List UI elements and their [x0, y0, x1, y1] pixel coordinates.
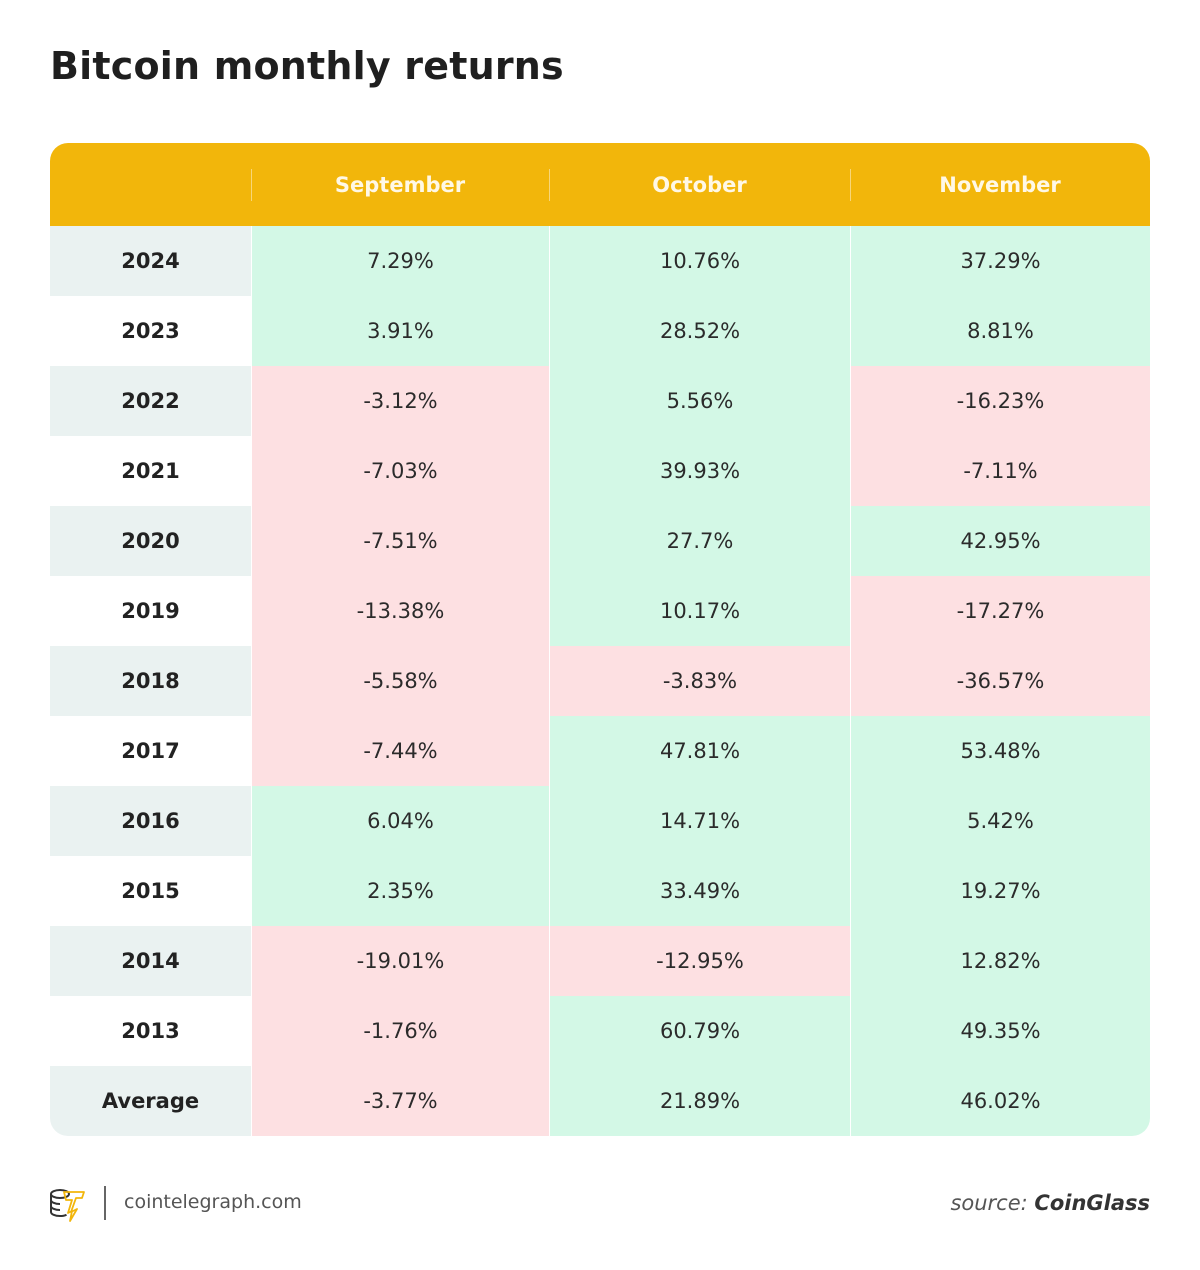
cointelegraph-logo-icon: [48, 1186, 88, 1226]
table-row: 2016 6.04% 14.71% 5.42%: [50, 786, 1150, 856]
footer-divider: [104, 1186, 106, 1220]
value-cell-november: -36.57%: [850, 646, 1150, 716]
source-prefix: source:: [950, 1191, 1028, 1215]
value-cell-october: 10.17%: [549, 576, 850, 646]
table-row: 2018 -5.58% -3.83% -36.57%: [50, 646, 1150, 716]
value-cell-november: 53.48%: [850, 716, 1150, 786]
value-cell-september: -7.44%: [251, 716, 549, 786]
table-row: 2020 -7.51% 27.7% 42.95%: [50, 506, 1150, 576]
row-label: 2021: [50, 436, 251, 506]
table-header: September October November: [50, 143, 1150, 226]
row-label: 2022: [50, 366, 251, 436]
row-label: Average: [50, 1066, 251, 1136]
page-title: Bitcoin monthly returns: [50, 44, 564, 88]
row-label: 2016: [50, 786, 251, 856]
value-cell-november: 42.95%: [850, 506, 1150, 576]
value-cell-october: 28.52%: [549, 296, 850, 366]
site-name: cointelegraph.com: [124, 1191, 302, 1213]
value-cell-october: -12.95%: [549, 926, 850, 996]
value-cell-november: 19.27%: [850, 856, 1150, 926]
table-row: 2015 2.35% 33.49% 19.27%: [50, 856, 1150, 926]
row-label: 2024: [50, 226, 251, 296]
value-cell-november: 49.35%: [850, 996, 1150, 1066]
table-row: 2021 -7.03% 39.93% -7.11%: [50, 436, 1150, 506]
value-cell-october: 21.89%: [549, 1066, 850, 1136]
value-cell-october: 5.56%: [549, 366, 850, 436]
value-cell-september: -3.12%: [251, 366, 549, 436]
header-cell-empty: [50, 143, 251, 226]
value-cell-october: 39.93%: [549, 436, 850, 506]
value-cell-september: 7.29%: [251, 226, 549, 296]
value-cell-november: 8.81%: [850, 296, 1150, 366]
table-row: 2019 -13.38% 10.17% -17.27%: [50, 576, 1150, 646]
source-credit: source: CoinGlass: [950, 1191, 1150, 1215]
header-cell-september: September: [251, 143, 549, 226]
table-row: Average -3.77% 21.89% 46.02%: [50, 1066, 1150, 1136]
header-cell-november: November: [850, 143, 1150, 226]
header-cell-october: October: [549, 143, 850, 226]
value-cell-september: -19.01%: [251, 926, 549, 996]
value-cell-september: -13.38%: [251, 576, 549, 646]
value-cell-october: 60.79%: [549, 996, 850, 1066]
table-row: 2014 -19.01% -12.95% 12.82%: [50, 926, 1150, 996]
value-cell-october: 47.81%: [549, 716, 850, 786]
row-label: 2018: [50, 646, 251, 716]
value-cell-october: 10.76%: [549, 226, 850, 296]
value-cell-september: -7.03%: [251, 436, 549, 506]
value-cell-november: -7.11%: [850, 436, 1150, 506]
value-cell-november: 37.29%: [850, 226, 1150, 296]
source-name: CoinGlass: [1034, 1191, 1150, 1215]
row-label: 2015: [50, 856, 251, 926]
value-cell-november: -17.27%: [850, 576, 1150, 646]
table-body: 2024 7.29% 10.76% 37.29% 2023 3.91% 28.52% 8.81…: [50, 226, 1150, 1136]
value-cell-september: 2.35%: [251, 856, 549, 926]
value-cell-september: 6.04%: [251, 786, 549, 856]
row-label: 2013: [50, 996, 251, 1066]
value-cell-november: 12.82%: [850, 926, 1150, 996]
row-label: 2023: [50, 296, 251, 366]
value-cell-october: 33.49%: [549, 856, 850, 926]
value-cell-november: 5.42%: [850, 786, 1150, 856]
table-row: 2024 7.29% 10.76% 37.29%: [50, 226, 1150, 296]
value-cell-october: 14.71%: [549, 786, 850, 856]
value-cell-september: -7.51%: [251, 506, 549, 576]
table-row: 2022 -3.12% 5.56% -16.23%: [50, 366, 1150, 436]
value-cell-september: 3.91%: [251, 296, 549, 366]
table-row: 2023 3.91% 28.52% 8.81%: [50, 296, 1150, 366]
value-cell-october: -3.83%: [549, 646, 850, 716]
value-cell-october: 27.7%: [549, 506, 850, 576]
value-cell-september: -1.76%: [251, 996, 549, 1066]
row-label: 2019: [50, 576, 251, 646]
table-row: 2013 -1.76% 60.79% 49.35%: [50, 996, 1150, 1066]
row-label: 2017: [50, 716, 251, 786]
value-cell-september: -5.58%: [251, 646, 549, 716]
returns-table: September October November 2024 7.29% 10.7…: [50, 143, 1150, 1136]
value-cell-september: -3.77%: [251, 1066, 549, 1136]
row-label: 2020: [50, 506, 251, 576]
value-cell-november: 46.02%: [850, 1066, 1150, 1136]
table-row: 2017 -7.44% 47.81% 53.48%: [50, 716, 1150, 786]
value-cell-november: -16.23%: [850, 366, 1150, 436]
row-label: 2014: [50, 926, 251, 996]
